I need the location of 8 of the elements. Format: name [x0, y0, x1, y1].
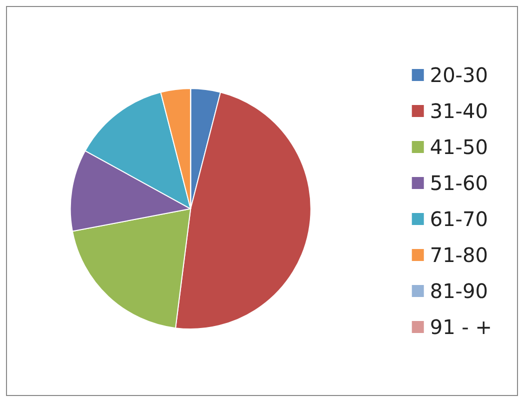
legend-label: 71-80	[430, 243, 488, 267]
legend-label: 91 - +	[430, 315, 492, 339]
legend-label: 61-70	[430, 207, 488, 231]
legend-label: 81-90	[430, 279, 488, 303]
legend-label: 51-60	[430, 171, 488, 195]
legend-label: 31-40	[430, 99, 488, 123]
legend-label: 20-30	[430, 63, 488, 87]
legend-label: 41-50	[430, 135, 488, 159]
